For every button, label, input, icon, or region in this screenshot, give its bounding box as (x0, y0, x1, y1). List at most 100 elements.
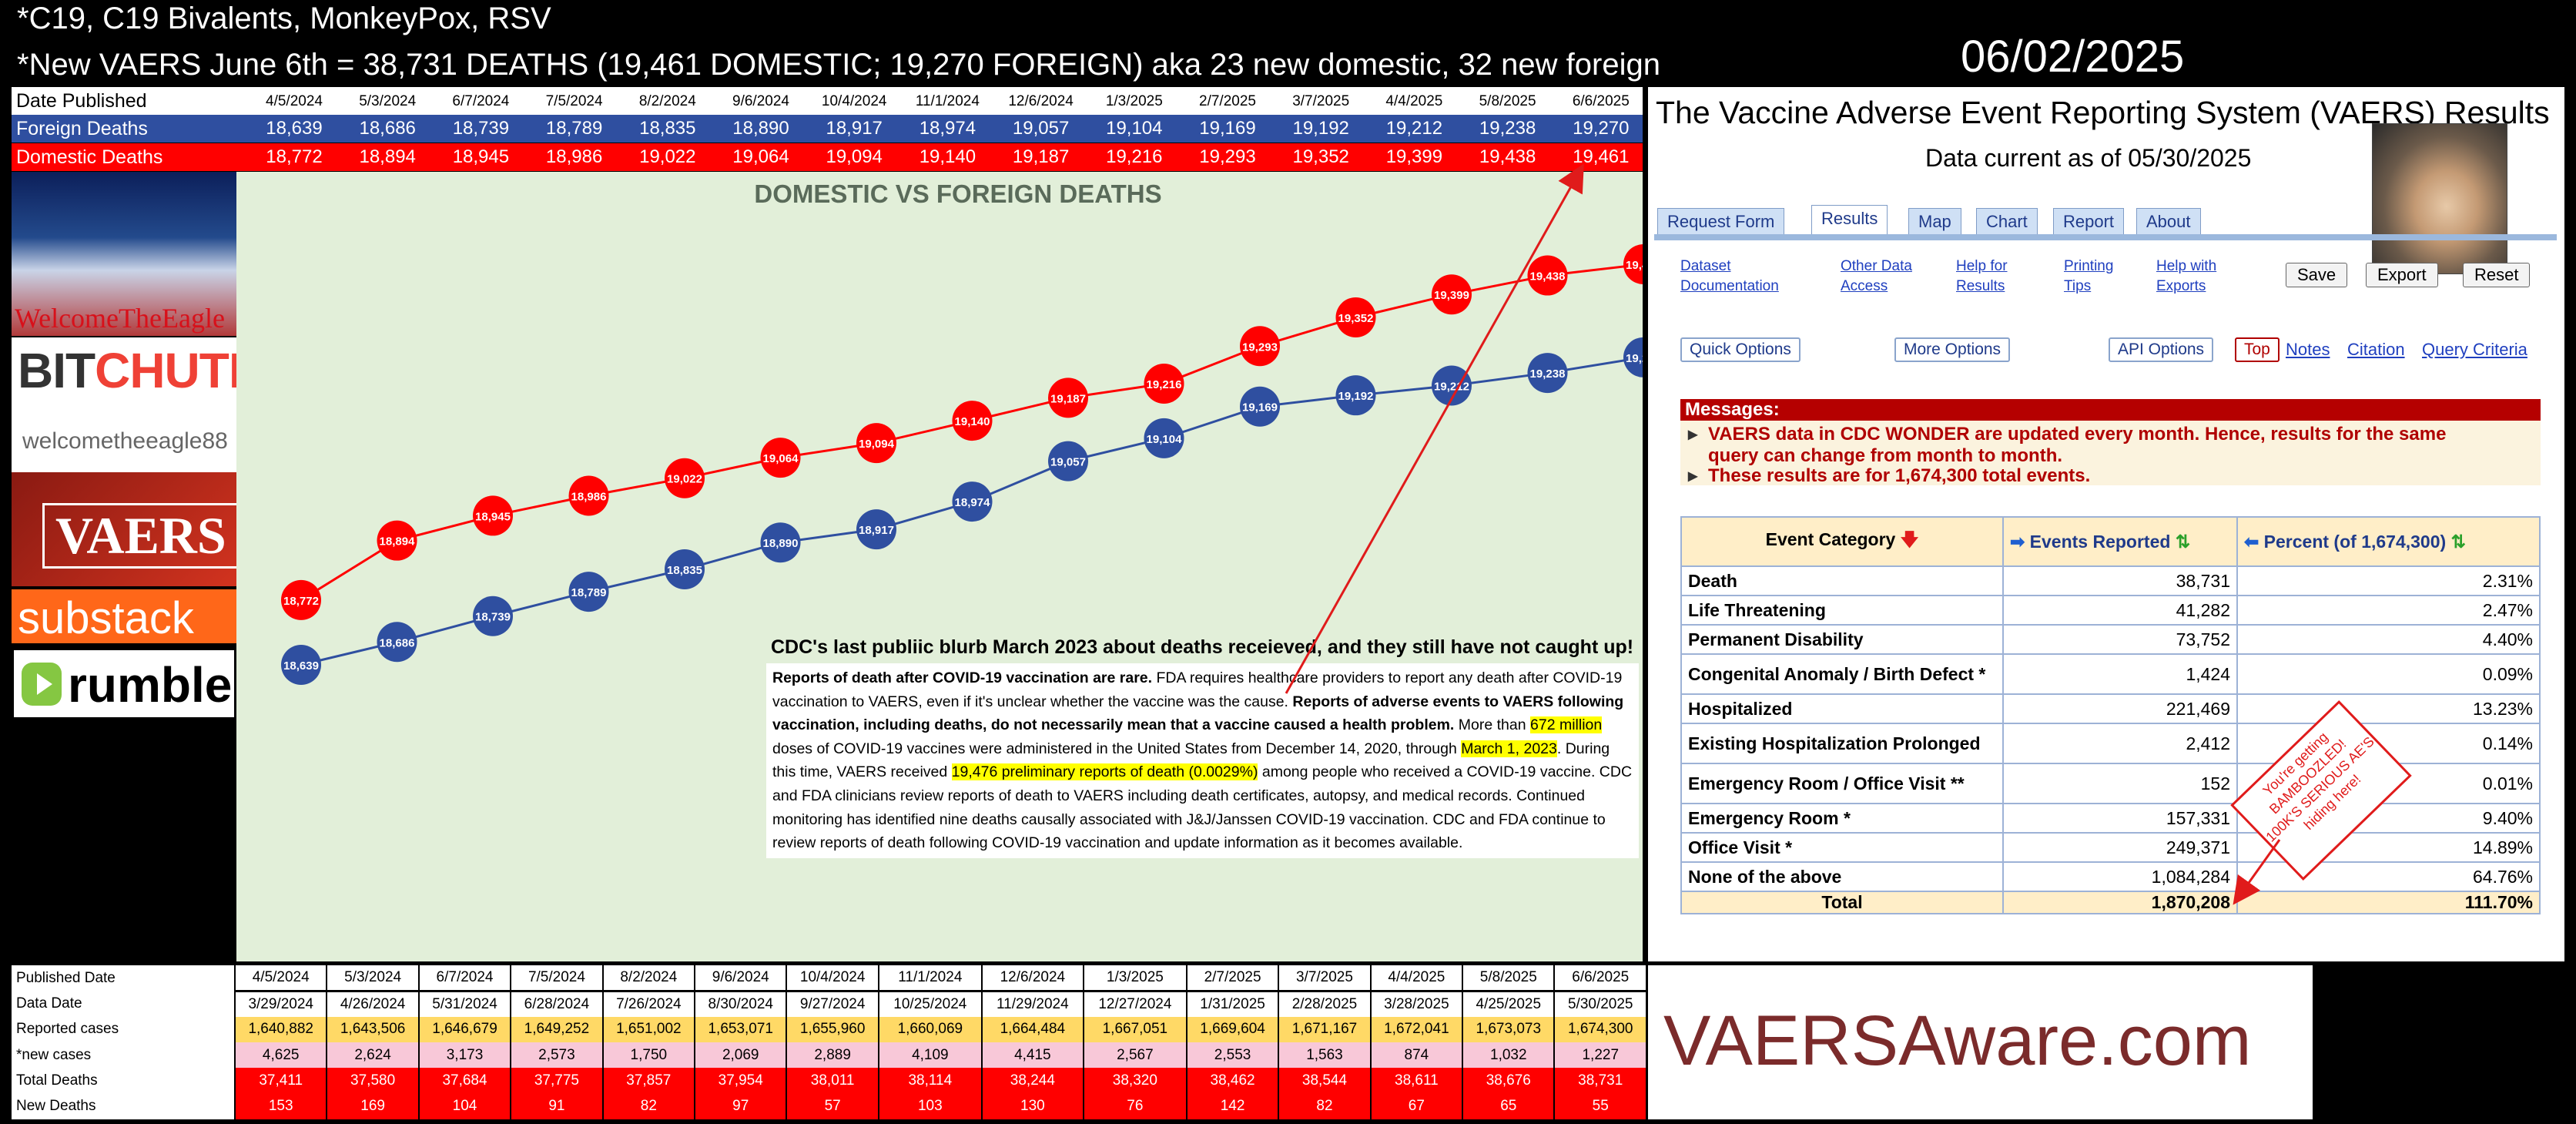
printing-tips-link[interactable]: Printing Tips (2064, 258, 2114, 294)
percent-header[interactable]: ⬅ Percent (of 1,674,300) ⇅ (2236, 516, 2541, 567)
point-label: 18,639 (283, 659, 319, 673)
total-row: Total 1,870,208 111.70% (1680, 891, 2541, 914)
published-date-cell: 2/7/2025 (1199, 93, 1256, 109)
event-row: Permanent Disability 73,752 4.40% (1680, 624, 2541, 655)
point-marker (473, 596, 513, 636)
summary-cell: 91 (511, 1093, 604, 1119)
vaers-results-panel: The Vaccine Adverse Event Reporting Syst… (1648, 87, 2564, 961)
foreign-deaths-cell: 19,270 (1573, 118, 1630, 139)
summary-cell: 7/5/2024 (511, 965, 604, 992)
point-label: 18,789 (571, 586, 607, 599)
point-label: 19,461 (1626, 259, 1643, 272)
events-reported-header[interactable]: ➡ Events Reported ⇅ (2002, 516, 2238, 567)
query-criteria-link[interactable]: Query Criteria (2422, 340, 2527, 359)
events-percent: 2.31% (2236, 565, 2541, 596)
events-count: 221,469 (2002, 693, 2238, 724)
event-category-header[interactable]: Event Category 🡇 (1680, 516, 2004, 567)
quick-options-button[interactable]: Quick Options (1680, 337, 1801, 362)
summary-cell: 38,676 (1462, 1068, 1556, 1094)
total-events: 1,870,208 (2002, 891, 2238, 914)
domestic-deaths-cell: 19,293 (1199, 146, 1256, 167)
event-category: Permanent Disability (1680, 624, 2004, 655)
point-label: 19,352 (1338, 312, 1374, 325)
point-label: 19,270 (1626, 352, 1643, 365)
data-point: 19,270 (1623, 337, 1643, 377)
summary-cell: 3/28/2025 (1370, 991, 1464, 1017)
tab-map[interactable]: Map (1908, 208, 1961, 236)
vaersaware-logo[interactable]: VAERSAware.com (1648, 965, 2313, 1119)
events-count: 1,424 (2002, 653, 2238, 695)
summary-cell: 2/28/2025 (1278, 991, 1372, 1017)
point-label: 18,739 (475, 611, 511, 624)
event-category: Emergency Room / Office Visit ** (1680, 763, 2004, 804)
other-data-access-link[interactable]: Other Data Access (1841, 258, 1912, 294)
vaers-logo[interactable]: VAERS (12, 472, 236, 586)
summary-cell: 9/6/2024 (695, 965, 788, 992)
published-date-cell: 3/7/2025 (1292, 93, 1350, 109)
tab-report[interactable]: Report (2053, 208, 2125, 236)
domestic-deaths-cell: 18,894 (359, 146, 416, 167)
event-row: Congenital Anomaly / Birth Defect * 1,424… (1680, 653, 2541, 695)
tab-results[interactable]: Results (1811, 205, 1888, 237)
point-label: 18,835 (667, 564, 702, 577)
summary-table: Published Date 4/5/2024 5/3/2024 6/7/2024 7/… (12, 965, 1647, 1119)
events-percent: 2.47% (2236, 595, 2541, 626)
reset-button[interactable]: Reset (2463, 263, 2531, 287)
export-button[interactable]: Export (2366, 263, 2438, 287)
substack-logo[interactable]: substack (12, 589, 236, 643)
summary-cell: 5/31/2024 (418, 991, 512, 1017)
api-options-button[interactable]: API Options (2109, 337, 2214, 362)
point-marker (1240, 386, 1280, 427)
foreign-deaths-cell: 19,238 (1479, 118, 1536, 139)
summary-cell: 1,674,300 (1554, 1016, 1647, 1042)
events-count: 41,282 (2002, 595, 2238, 626)
point-label: 19,022 (667, 473, 702, 486)
top-button[interactable]: Top (2235, 337, 2280, 362)
events-percent: 0.09% (2236, 653, 2541, 695)
tab-about[interactable]: About (2136, 208, 2201, 236)
deaths-chart: DOMESTIC VS FOREIGN DEATHS 18,772 18,894 18… (236, 172, 1643, 961)
summary-row-label: Total Deaths (12, 1068, 236, 1094)
chart-title: DOMESTIC VS FOREIGN DEATHS (754, 180, 1161, 208)
data-point: 18,739 (473, 596, 513, 636)
summary-cell: 1/3/2025 (1083, 965, 1188, 992)
bitchute-logo[interactable]: BITCHUTE (12, 337, 236, 401)
point-label: 19,187 (1050, 392, 1086, 405)
point-label: 18,890 (763, 537, 799, 550)
citation-link[interactable]: Citation (2347, 340, 2405, 359)
help-exports-link[interactable]: Help with Exports (2156, 258, 2217, 294)
tab-chart[interactable]: Chart (1976, 208, 2038, 236)
summary-cell: 1,653,071 (695, 1016, 788, 1042)
summary-cell: 1,563 (1278, 1042, 1372, 1069)
summary-cell: 1,227 (1554, 1042, 1647, 1069)
point-marker (665, 549, 705, 590)
rumble-logo[interactable]: rumble (12, 648, 236, 720)
tab-request-form[interactable]: Request Form (1657, 208, 1785, 236)
domestic-deaths-cell: 19,438 (1479, 146, 1536, 167)
eagle-logo[interactable]: WelcomeTheEagle (12, 172, 236, 336)
dataset-documentation-link[interactable]: Dataset Documentation (1680, 258, 1779, 294)
published-date-cell: 9/6/2024 (732, 93, 789, 109)
more-options-button[interactable]: More Options (1894, 337, 2011, 362)
summary-row-label: *new cases (12, 1042, 236, 1069)
published-date-cell: 10/4/2024 (821, 93, 887, 109)
published-date-cell: 7/5/2024 (545, 93, 603, 109)
foreign-deaths-cell: 18,917 (826, 118, 883, 139)
save-button[interactable]: Save (2286, 263, 2348, 287)
published-date-cell: 5/8/2025 (1479, 93, 1536, 109)
summary-cell: 5/8/2025 (1462, 965, 1556, 992)
summary-cell: 2/7/2025 (1186, 965, 1280, 992)
portrait-image (2372, 123, 2507, 274)
eagle-logo-text: WelcomeTheEagle (15, 303, 225, 334)
point-label: 19,094 (859, 438, 895, 451)
vaers-data-date: Data current as of 05/30/2025 (1925, 144, 2252, 172)
summary-cell: 153 (235, 1093, 328, 1119)
notes-link[interactable]: Notes (2286, 340, 2330, 359)
point-marker (473, 495, 513, 536)
point-marker (1144, 363, 1184, 404)
help-results-link[interactable]: Help for Results (1956, 258, 2008, 294)
data-point: 19,064 (760, 438, 801, 478)
events-count: 1,084,284 (2002, 861, 2238, 892)
summary-cell: 37,580 (327, 1068, 420, 1094)
published-date-cell: 8/2/2024 (638, 93, 696, 109)
